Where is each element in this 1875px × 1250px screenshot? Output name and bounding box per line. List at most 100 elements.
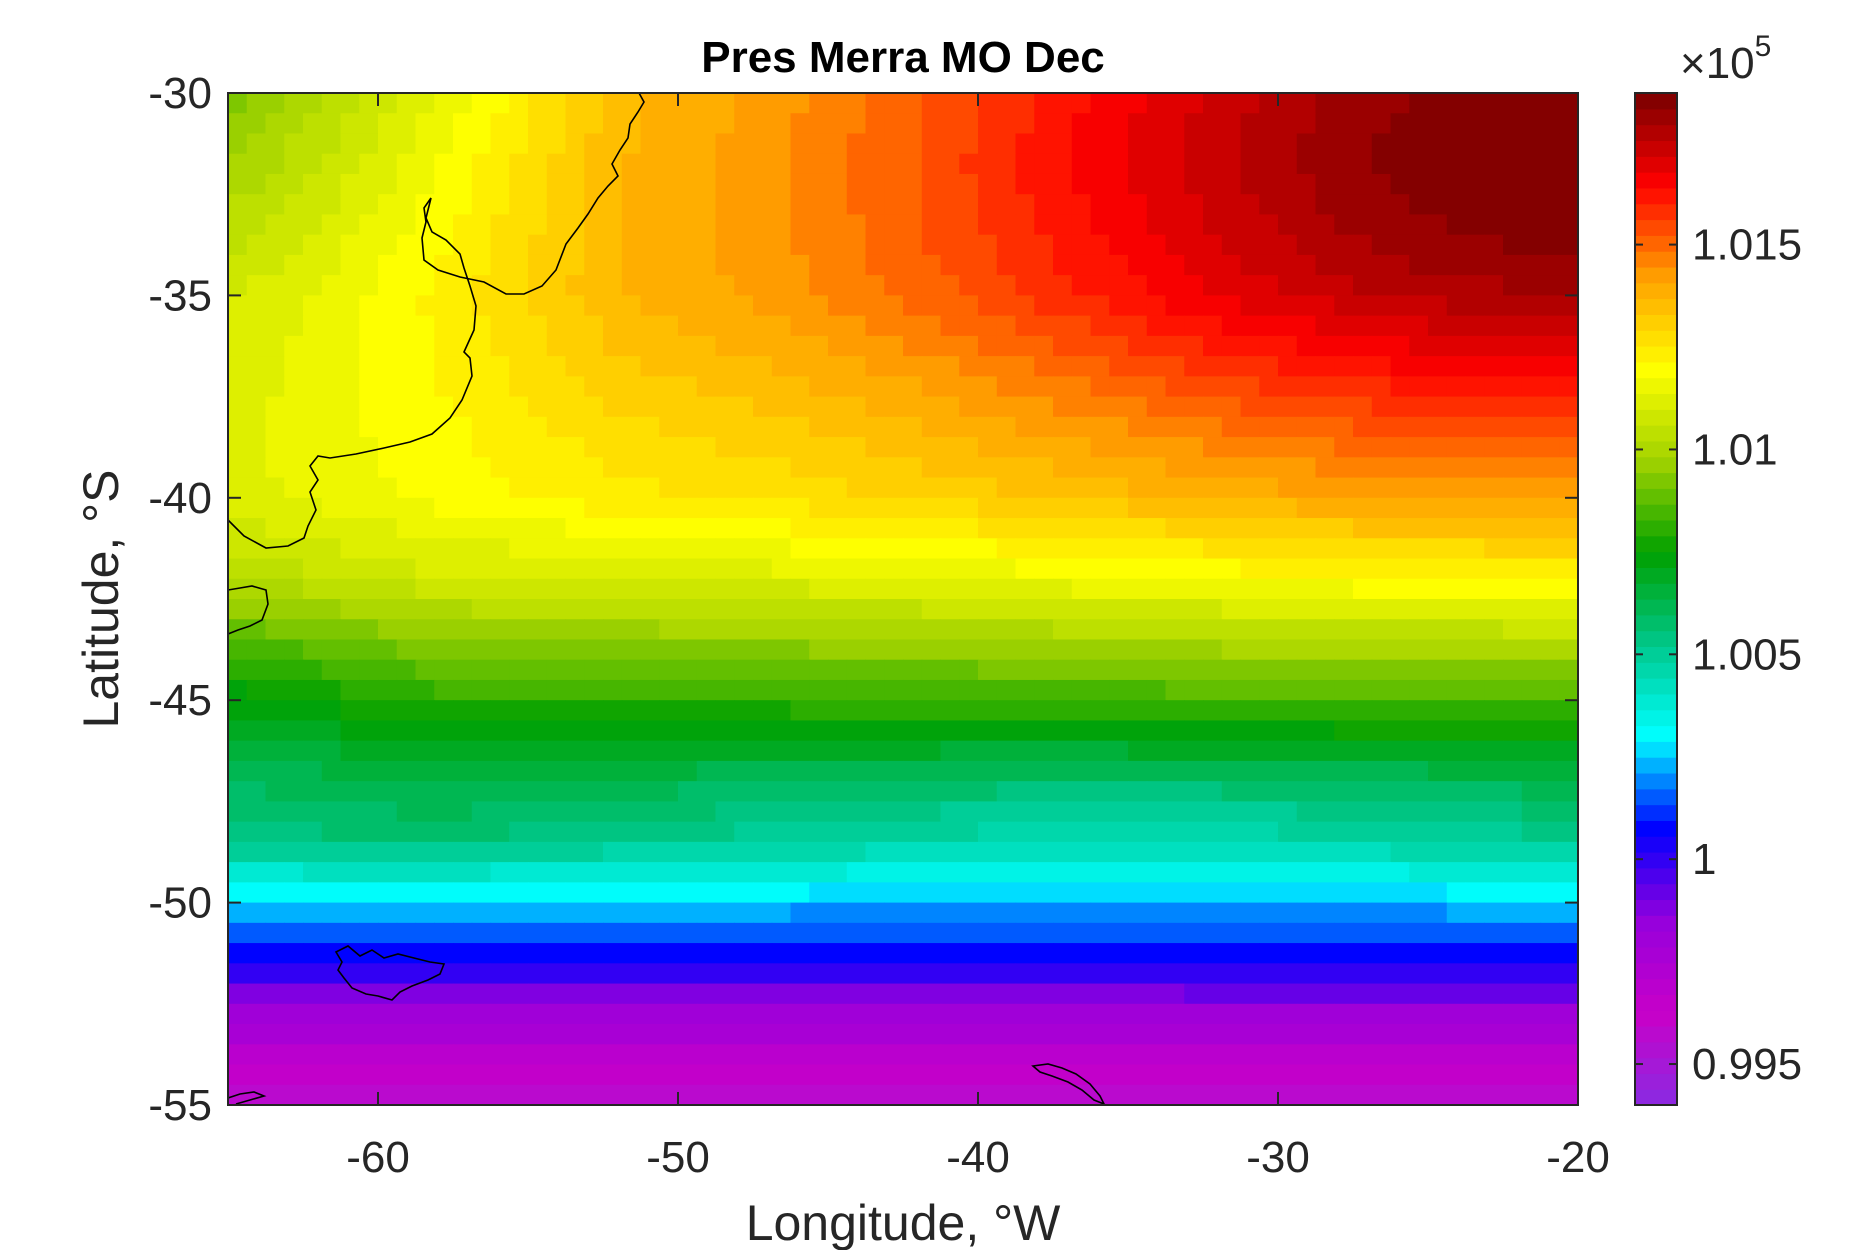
heatmap-cell: [1446, 599, 1467, 620]
heatmap-cell: [509, 902, 529, 924]
heatmap-cell: [340, 477, 360, 499]
heatmap-cell: [1390, 720, 1410, 742]
heatmap-cell: [978, 497, 998, 519]
heatmap-cell: [696, 862, 717, 883]
heatmap-cell: [1128, 497, 1148, 519]
heatmap-cell: [1484, 1084, 1504, 1105]
heatmap-cell: [603, 497, 623, 519]
heatmap-cell: [528, 396, 548, 418]
heatmap-cell: [753, 1044, 773, 1066]
heatmap-cell: [978, 194, 998, 216]
heatmap-cell: [1559, 1024, 1578, 1045]
heatmap-cell: [584, 659, 604, 681]
heatmap-cell: [959, 477, 979, 499]
heatmap-cell: [1015, 153, 1035, 175]
heatmap-cell: [378, 254, 398, 276]
heatmap-cell: [1484, 315, 1504, 337]
heatmap-cell: [865, 173, 885, 195]
heatmap-cell: [903, 214, 923, 236]
heatmap-cell: [846, 1084, 867, 1105]
heatmap-cell: [809, 275, 829, 296]
heatmap-cell: [884, 558, 904, 580]
heatmap-cell: [771, 1024, 792, 1045]
heatmap-cell: [565, 113, 585, 135]
heatmap-cell: [1071, 113, 1092, 135]
heatmap-cell: [284, 234, 304, 256]
heatmap-cell: [1221, 538, 1242, 560]
heatmap-cell: [1053, 841, 1073, 863]
heatmap-cell: [621, 760, 642, 782]
heatmap-cell: [1390, 1084, 1410, 1105]
heatmap-cell: [359, 963, 379, 985]
heatmap-cell: [659, 275, 679, 296]
heatmap-cell: [396, 295, 417, 317]
heatmap-cell: [696, 335, 717, 357]
heatmap-cell: [1521, 457, 1542, 479]
heatmap-cell: [603, 113, 623, 135]
heatmap-cell: [884, 153, 904, 175]
heatmap-cell: [846, 356, 867, 377]
heatmap-cell: [1109, 194, 1129, 216]
heatmap-cell: [1484, 882, 1504, 904]
heatmap-cell: [546, 558, 567, 580]
heatmap-cell: [753, 760, 773, 782]
heatmap-cell: [1296, 457, 1317, 479]
heatmap-cell: [453, 396, 473, 418]
heatmap-cell: [1034, 943, 1054, 964]
heatmap-cell: [640, 133, 660, 155]
heatmap-cell: [1371, 740, 1392, 762]
heatmap-cell: [978, 821, 998, 843]
x-axis-ticks: -60 -50 -40 -30 -20: [346, 93, 1610, 1182]
heatmap-cell: [1090, 538, 1110, 560]
heatmap-cell: [246, 1003, 267, 1025]
heatmap-cell: [359, 599, 379, 620]
heatmap-cell: [659, 234, 679, 256]
heatmap-cell: [1203, 538, 1223, 560]
heatmap-cell: [546, 1084, 567, 1105]
heatmap-cell: [1465, 558, 1485, 580]
heatmap-cell: [490, 720, 510, 742]
heatmap-cell: [453, 740, 473, 762]
heatmap-cell: [790, 1064, 810, 1086]
heatmap-cell: [1071, 639, 1092, 661]
heatmap-cell: [415, 93, 435, 114]
heatmap-cell: [1296, 902, 1317, 924]
colorbar-level: [1635, 757, 1677, 774]
heatmap-cell: [284, 943, 304, 964]
heatmap-cell: [1034, 902, 1054, 924]
heatmap-cell: [678, 841, 698, 863]
heatmap-cell: [978, 173, 998, 195]
heatmap-cell: [1240, 194, 1260, 216]
heatmap-cell: [865, 740, 885, 762]
heatmap-cell: [940, 153, 960, 175]
heatmap-cell: [396, 1044, 417, 1066]
heatmap-cell: [696, 275, 717, 296]
heatmap-cell: [453, 558, 473, 580]
heatmap-cell: [903, 841, 923, 863]
heatmap-cell: [1446, 173, 1467, 195]
heatmap-cell: [715, 882, 735, 904]
heatmap-cell: [678, 538, 698, 560]
heatmap-cell: [1071, 234, 1092, 256]
heatmap-cell: [1146, 922, 1167, 944]
heatmap-cell: [1540, 599, 1560, 620]
heatmap-cell: [715, 93, 735, 114]
colorbar-level: [1635, 93, 1677, 110]
heatmap-cell: [1128, 234, 1148, 256]
heatmap-cell: [1484, 376, 1504, 398]
heatmap-cell: [415, 113, 435, 135]
colorbar-level: [1635, 440, 1677, 458]
heatmap-cell: [659, 558, 679, 580]
heatmap-cell: [790, 173, 810, 195]
heatmap-cell: [1221, 93, 1242, 114]
heatmap-cell: [1428, 639, 1448, 661]
heatmap-cell: [1540, 376, 1560, 398]
heatmap-cell: [921, 497, 942, 519]
heatmap-cell: [1278, 457, 1298, 479]
heatmap-cell: [921, 416, 942, 438]
heatmap-cell: [809, 963, 829, 985]
heatmap-cell: [1165, 133, 1185, 155]
heatmap-cell: [1296, 416, 1317, 438]
heatmap-cell: [959, 578, 979, 600]
heatmap-cell: [978, 760, 998, 782]
